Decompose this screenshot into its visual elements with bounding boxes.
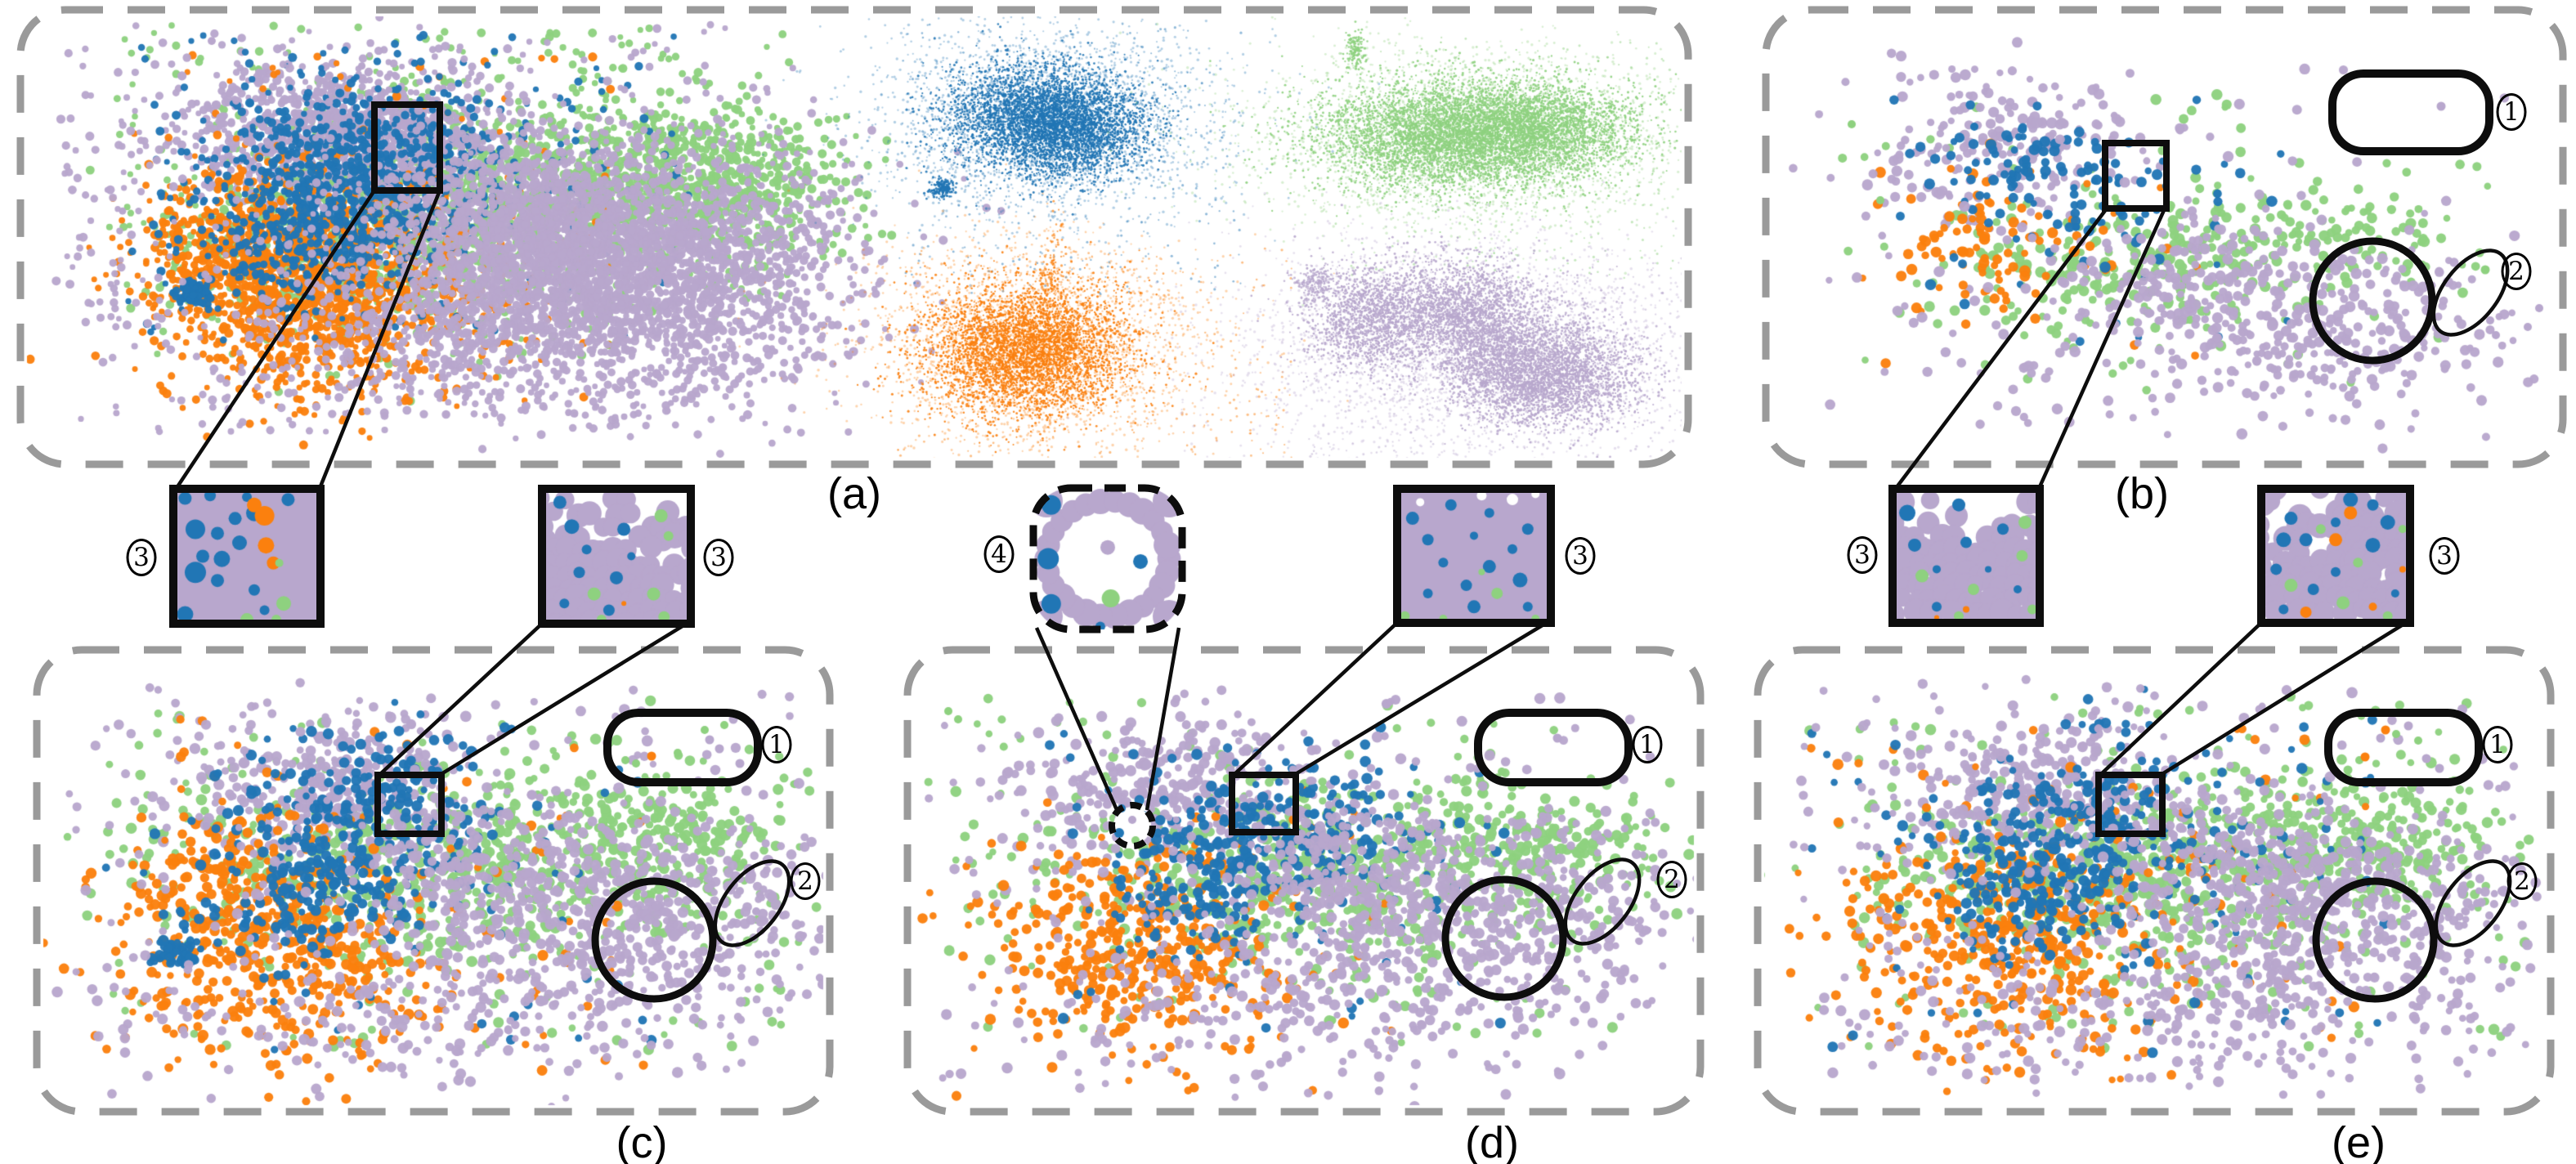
panel-a-dashed-border xyxy=(16,6,1692,468)
annotation-2-circle-b xyxy=(2309,237,2436,365)
inset-c-3-border xyxy=(538,485,695,628)
inset-d-3-border xyxy=(1393,485,1555,627)
zoom-connector-line-6 xyxy=(1232,620,1400,777)
zoom-connector-line-1 xyxy=(316,190,442,491)
annotation-2-ellipse-d xyxy=(1563,857,1642,946)
zoom-connector-line-2 xyxy=(1893,207,2108,492)
zoom-connector-line-5 xyxy=(438,620,691,777)
annotation-2-circle-e xyxy=(2312,877,2438,1003)
callout-2-badge: 2 xyxy=(2507,862,2538,900)
panel-e-dashed-border xyxy=(1754,646,2555,1116)
panel-d-dashed-zoom-circle xyxy=(1109,802,1156,849)
callout-3-badge: 3 xyxy=(1565,537,1596,575)
annotation-2-ellipse-e xyxy=(2434,859,2512,947)
panel-c-dashed-border xyxy=(33,646,834,1116)
panel-d-zoom-source-rect xyxy=(1229,772,1299,835)
inset-a-3-border xyxy=(169,485,325,628)
zoom-connector-line-7 xyxy=(1292,620,1551,777)
panel-c-zoom-source-rect xyxy=(374,772,445,837)
callout-2-badge: 2 xyxy=(1656,861,1687,898)
zoom-connector-line-10 xyxy=(2099,620,2265,777)
callout-1-badge: 1 xyxy=(1632,726,1663,763)
annotation-1-region-d xyxy=(1474,709,1633,786)
zoom-connector-line-11 xyxy=(2159,620,2410,777)
panel-a-zoom-source-rect xyxy=(371,101,443,194)
panel-b-dashed-border xyxy=(1762,6,2567,468)
callout-1-badge: 1 xyxy=(761,726,792,763)
panel-e-zoom-source-rect xyxy=(2095,772,2166,837)
callout-2-badge: 2 xyxy=(2501,253,2532,290)
panel-label-e: (e) xyxy=(2332,1118,2386,1164)
annotation-2-circle-d xyxy=(1441,875,1567,1001)
inset-d-4-border xyxy=(1029,484,1186,633)
panel-label-b: (b) xyxy=(2115,469,2169,518)
callout-2-badge: 2 xyxy=(790,862,821,900)
callout-3-badge: 3 xyxy=(1847,536,1878,574)
inset-b-3-border xyxy=(1888,485,2044,627)
panel-label-a: (a) xyxy=(827,469,881,518)
annotation-2-ellipse-c xyxy=(713,859,791,947)
annotation-2-ellipse-b xyxy=(2431,248,2510,337)
zoom-connector-line-8 xyxy=(1034,627,1120,813)
annotation-1-region-e xyxy=(2324,709,2483,786)
panel-b-zoom-source-rect xyxy=(2102,140,2170,212)
panel-label-c: (c) xyxy=(616,1118,668,1164)
panel-d-dashed-border xyxy=(903,646,1705,1116)
inset-e-3-border xyxy=(2257,485,2414,627)
annotation-1-region-c xyxy=(603,709,762,786)
callout-1-badge: 1 xyxy=(2482,726,2513,763)
callout-4-badge: 4 xyxy=(983,535,1015,573)
callout-3-badge: 3 xyxy=(703,539,734,576)
callout-3-badge: 3 xyxy=(2429,537,2460,575)
annotation-2-circle-c xyxy=(591,877,717,1003)
callout-3-badge: 3 xyxy=(126,539,157,576)
zoom-connector-line-0 xyxy=(173,189,376,492)
zoom-connector-line-3 xyxy=(2036,208,2167,491)
zoom-connector-line-9 xyxy=(1145,627,1181,811)
annotation-1-region-b xyxy=(2328,69,2493,155)
zoom-connector-line-4 xyxy=(378,620,545,777)
callout-1-badge: 1 xyxy=(2496,93,2527,131)
panel-label-d: (d) xyxy=(1465,1118,1519,1164)
